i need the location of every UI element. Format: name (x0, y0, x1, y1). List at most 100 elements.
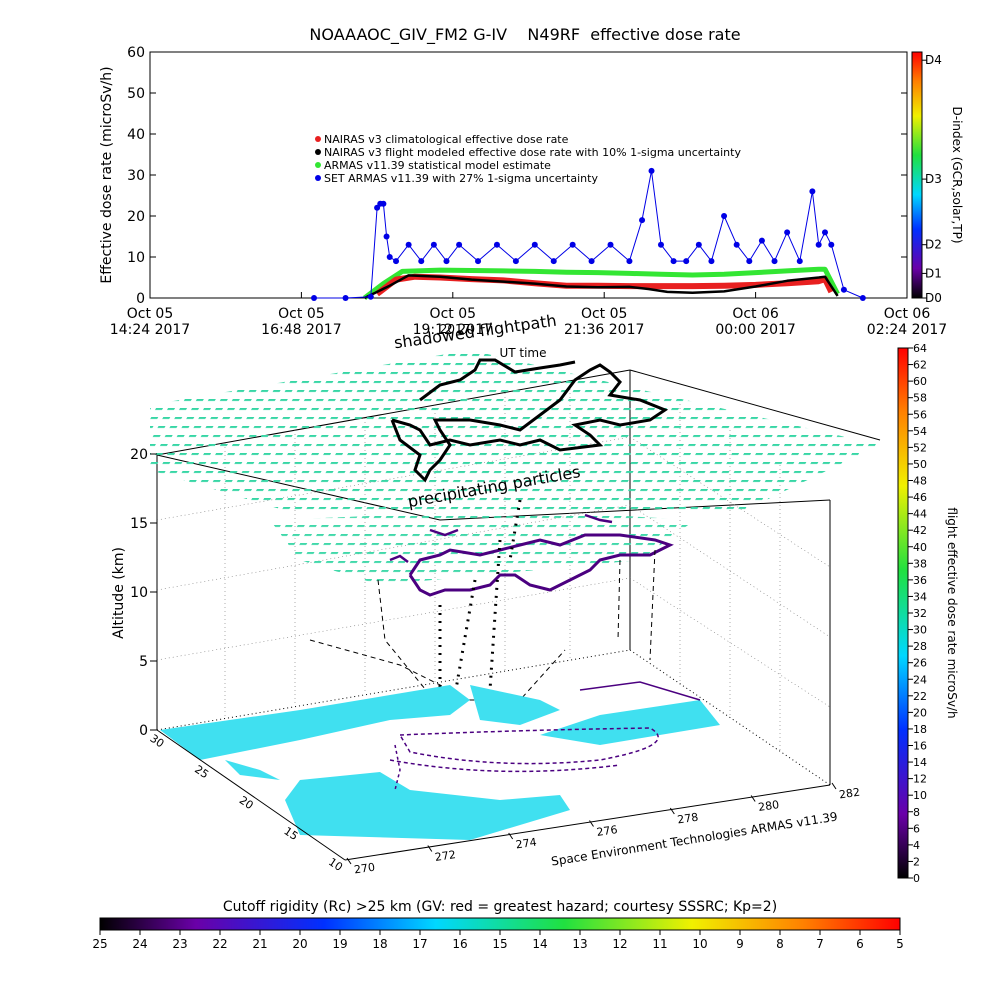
x-tick-label: 21:36 2017 (564, 322, 644, 338)
dindex-tick-label: D3 (925, 172, 942, 186)
dose-colorbar-tick-label: 38 (913, 557, 927, 570)
lon-tick-label: 272 (434, 848, 457, 864)
series-armas_model (362, 266, 840, 300)
dose-colorbar-tick-label: 16 (913, 740, 927, 753)
altitude-tick-label: 0 (139, 723, 148, 739)
data-point (588, 258, 595, 265)
dose-colorbar-tick-label: 58 (913, 392, 927, 405)
rigidity-colorbar-tick-label: 25 (92, 937, 107, 951)
rigidity-colorbar-tick-label: 15 (492, 937, 507, 951)
annotation-year: 2017 (440, 322, 471, 336)
box-edge (629, 369, 881, 441)
rigidity-colorbar-tick-label: 21 (252, 937, 267, 951)
data-point (695, 241, 702, 248)
dindex-tick-label: D4 (925, 53, 942, 67)
dose-colorbar-tick-label: 12 (913, 773, 927, 786)
data-point (456, 241, 463, 248)
data-point (418, 258, 425, 265)
rigidity-colorbar-tick-label: 10 (692, 937, 707, 951)
dose-colorbar: 0246810121416182022242628303234363840424… (897, 342, 959, 885)
lat-tick-label: 30 (148, 732, 167, 751)
y-tick-label: 0 (136, 291, 145, 307)
rigidity-colorbar-tick-label: 8 (776, 937, 784, 951)
lon-tick-label: 282 (838, 786, 861, 802)
map-3d: 0 5 10 15 20 Altitude (km) 10 15 20 25 30 270 272… (111, 311, 881, 877)
dose-colorbar-tick-label: 50 (913, 458, 927, 471)
dose-colorbar-tick-label: 2 (913, 855, 920, 868)
ground-contours (394, 744, 401, 791)
data-point (443, 258, 450, 265)
data-point (840, 286, 847, 293)
x-axis-label: UT time (499, 346, 546, 360)
dose-colorbar-tick-label: 22 (913, 690, 927, 703)
dindex-label: D-index (GCR,solar,TP) (950, 106, 964, 243)
data-point (648, 167, 655, 174)
data-point (374, 204, 381, 211)
dose-colorbar-tick-label: 0 (913, 872, 920, 885)
legend-marker (315, 149, 321, 155)
legend-marker (315, 175, 321, 181)
dose-colorbar-tick-label: 30 (913, 624, 927, 637)
x-tick-label: Oct 06 (884, 306, 931, 322)
x-tick-label: 16:48 2017 (261, 322, 341, 338)
y-tick-label: 30 (127, 168, 145, 184)
data-point (512, 258, 519, 265)
data-point (683, 258, 690, 265)
dose-colorbar-tick-label: 36 (913, 574, 927, 587)
dose-colorbar-tick-label: 56 (913, 408, 927, 421)
rigidity-colorbar-tick-label: 9 (736, 937, 744, 951)
altitude-tick-label: 15 (130, 516, 148, 532)
guide-line (377, 579, 431, 696)
dose-colorbar-tick-label: 62 (913, 359, 927, 372)
data-point (342, 295, 349, 301)
dose-colorbar-tick-label: 4 (913, 839, 920, 852)
data-point (386, 254, 393, 260)
lon-tick (346, 857, 352, 865)
data-point (380, 200, 387, 207)
data-point (746, 258, 753, 265)
y-tick-label: 50 (127, 86, 145, 102)
dose-colorbar-label: flight effective dose rate microSv/h (945, 507, 959, 718)
lon-tick-label: 270 (353, 861, 376, 877)
altitude-tick-label: 20 (130, 447, 148, 463)
precip-column (453, 579, 477, 696)
water-region (285, 772, 570, 840)
rigidity-colorbar-tick-label: 22 (212, 937, 227, 951)
precip-column (488, 539, 502, 691)
series-nairas_flight (363, 274, 839, 300)
precipitating-columns (438, 499, 522, 696)
dose-rate-chart: NOAAAOC_GIV_FM2 G-IV N49RF effective dos… (99, 25, 964, 360)
lon-tick-label: 280 (757, 798, 780, 814)
legend-entry: NAIRAS v3 climatological effective dose … (324, 133, 569, 146)
data-point (569, 241, 576, 248)
data-point (670, 258, 677, 265)
dose-colorbar-ticks: 0246810121416182022242628303234363840424… (908, 342, 927, 885)
dose-colorbar-tick-label: 28 (913, 640, 927, 653)
dose-colorbar-tick-label: 20 (913, 706, 927, 719)
dose-colorbar-tick-label: 48 (913, 475, 927, 488)
series-layer (311, 167, 866, 301)
data-point (393, 258, 400, 265)
lon-tick (750, 795, 756, 802)
data-point (607, 241, 614, 248)
x-tick-label: 02:24 2017 (867, 322, 947, 338)
data-point (657, 241, 664, 248)
rigidity-colorbar-tick-label: 12 (612, 937, 627, 951)
rigidity-colorbar-tick-label: 18 (372, 937, 387, 951)
water-region (225, 760, 280, 780)
data-point (626, 258, 633, 265)
x-tick-label: Oct 05 (581, 306, 627, 322)
lon-tick-label: 276 (596, 823, 619, 839)
lon-tick (669, 807, 675, 815)
dose-colorbar-tick-label: 24 (913, 673, 927, 686)
legend-entry: ARMAS v11.39 statistical model estimate (324, 159, 551, 172)
series-line-nairas_flight (363, 274, 839, 300)
data-point (771, 258, 778, 265)
data-point (493, 241, 500, 248)
dindex-ticks: D0 D1 D2 D3 D4 (922, 53, 942, 305)
dose-colorbar-tick-label: 40 (913, 541, 927, 554)
data-point (405, 241, 412, 248)
guide-line (649, 549, 656, 661)
y-tick-label: 20 (127, 209, 145, 225)
